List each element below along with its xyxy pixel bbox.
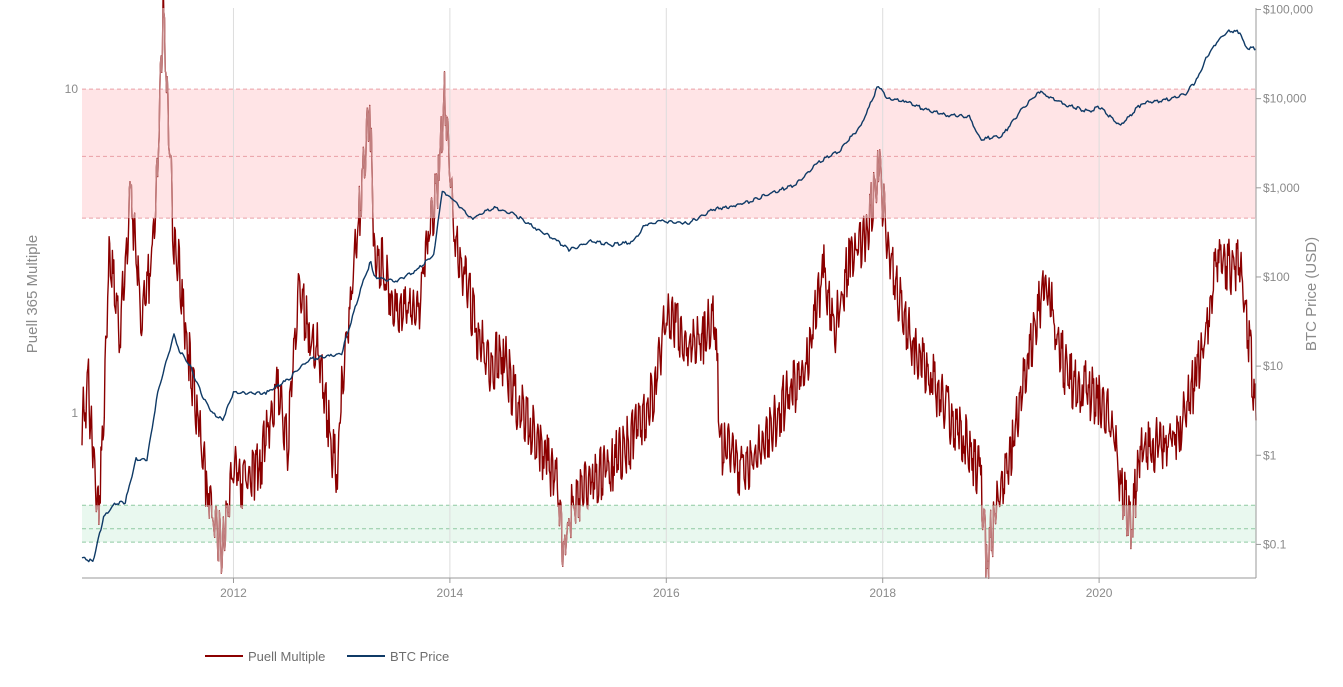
- x-axis-ticks: 2012 2014 2016 2018 2020: [220, 578, 1113, 600]
- right-tick-label-10000: $10,000: [1263, 92, 1307, 106]
- vertical-grid: [232, 8, 1100, 578]
- series-puell-multiple-line: [81, 0, 1257, 579]
- series-puell-highlight-high: [128, 8, 887, 219]
- left-axis-ticks: 1 10: [65, 82, 79, 420]
- right-tick-label-10: $10: [1263, 359, 1283, 373]
- series-btc-price-line: [81, 29, 1257, 563]
- legend-label-btc: BTC Price: [390, 649, 449, 664]
- band-low: [82, 505, 1256, 543]
- right-tick-label-0.1: $0.1: [1263, 537, 1287, 551]
- axes: [82, 8, 1257, 579]
- band-high: [82, 89, 1256, 219]
- left-tick-label-10: 10: [65, 82, 79, 96]
- right-tick-label-100: $100: [1263, 270, 1290, 284]
- zone-bands: [82, 88, 1256, 543]
- right-axis-ticks: $0.1 $1 $10 $100 $1,000 $10,000 $100,000: [1256, 3, 1313, 551]
- x-tick-label-2014: 2014: [437, 586, 464, 600]
- right-axis-title: BTC Price (USD): [1303, 237, 1320, 351]
- legend-label-puell: Puell Multiple: [248, 649, 325, 664]
- right-tick-label-1: $1: [1263, 448, 1277, 462]
- series-puell-highlight-low: [95, 505, 1137, 578]
- right-tick-label-100000: $100,000: [1263, 3, 1313, 17]
- left-tick-label-1: 1: [71, 406, 78, 420]
- legend[interactable]: Puell Multiple BTC Price: [205, 649, 449, 664]
- x-tick-label-2012: 2012: [220, 586, 247, 600]
- x-tick-label-2020: 2020: [1086, 586, 1113, 600]
- series-layer: [81, 0, 1257, 579]
- x-tick-label-2016: 2016: [653, 586, 680, 600]
- left-axis-title: Puell 365 Multiple: [24, 235, 41, 353]
- legend-item-btc[interactable]: BTC Price: [347, 649, 449, 664]
- x-tick-label-2018: 2018: [869, 586, 896, 600]
- right-tick-label-1000: $1,000: [1263, 181, 1300, 195]
- legend-item-puell[interactable]: Puell Multiple: [205, 649, 325, 664]
